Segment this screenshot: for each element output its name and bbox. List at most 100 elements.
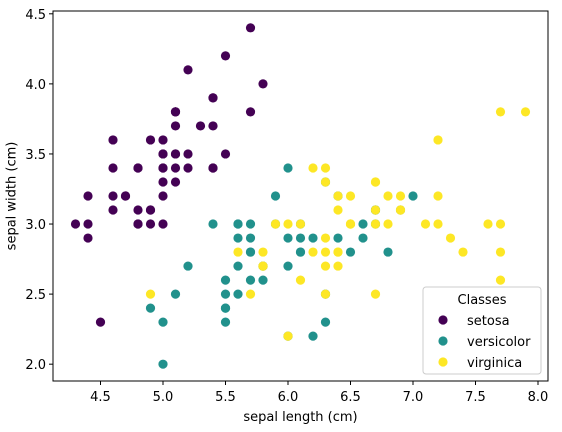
data-point-setosa (133, 205, 143, 215)
data-point-virginica (433, 135, 443, 145)
data-point-virginica (333, 247, 343, 257)
data-point-setosa (108, 163, 118, 173)
data-point-virginica (295, 275, 306, 285)
data-point-versicolor (320, 317, 331, 327)
data-point-setosa (183, 149, 193, 159)
x-tick-label: 6.5 (340, 390, 361, 405)
data-point-versicolor (245, 219, 256, 229)
data-point-virginica (495, 107, 506, 117)
data-point-virginica (308, 247, 318, 257)
data-point-setosa (95, 317, 106, 327)
data-point-virginica (433, 191, 443, 201)
data-point-setosa (208, 93, 218, 103)
data-point-setosa (108, 205, 118, 215)
data-point-virginica (445, 233, 456, 243)
data-point-setosa (158, 177, 168, 187)
data-point-versicolor (233, 289, 243, 299)
data-point-versicolor (308, 331, 318, 341)
data-point-setosa (108, 135, 118, 145)
data-point-versicolor (383, 247, 393, 257)
data-point-versicolor (245, 233, 256, 243)
x-tick-label: 5.5 (215, 390, 236, 405)
data-point-virginica (320, 233, 331, 243)
data-point-setosa (158, 135, 168, 145)
data-point-virginica (320, 247, 331, 257)
y-tick-label: 3.0 (25, 218, 46, 233)
data-point-setosa (170, 149, 181, 159)
data-point-setosa (183, 65, 193, 75)
data-point-virginica (495, 275, 506, 285)
data-point-virginica (283, 219, 293, 229)
data-point-virginica (320, 163, 331, 173)
data-point-virginica (258, 247, 268, 257)
data-point-virginica (433, 219, 443, 229)
data-point-virginica (320, 177, 331, 187)
x-axis: 4.5 5.0 5.5 6.0 6.5 7.0 7.5 8.0 (90, 381, 548, 405)
data-point-versicolor (220, 303, 231, 313)
data-point-virginica (258, 261, 268, 271)
x-tick-label: 8.0 (528, 390, 549, 405)
data-point-virginica (333, 205, 343, 215)
data-point-setosa (170, 107, 181, 117)
data-point-setosa (70, 219, 81, 229)
data-point-virginica (333, 191, 343, 201)
x-tick-label: 5.0 (153, 390, 174, 405)
legend-label-setosa: setosa (467, 314, 510, 329)
data-point-versicolor (283, 233, 293, 243)
y-axis: 2.0 2.5 3.0 3.5 4.0 4.5 (25, 8, 53, 373)
x-tick-label: 7.0 (403, 390, 424, 405)
data-point-versicolor (308, 233, 318, 243)
data-point-setosa (145, 205, 156, 215)
data-point-versicolor (245, 247, 256, 257)
y-tick-label: 3.5 (25, 148, 46, 163)
data-point-virginica (333, 261, 343, 271)
data-point-virginica (320, 261, 331, 271)
data-point-setosa (208, 163, 218, 173)
data-point-versicolor (295, 247, 306, 257)
data-point-setosa (83, 219, 93, 229)
points-layer (70, 23, 531, 369)
legend-marker-setosa (438, 315, 448, 325)
data-point-setosa (220, 149, 231, 159)
x-tick-label: 4.5 (90, 390, 111, 405)
legend-label-virginica: virginica (467, 356, 522, 371)
legend-entries: setosa versicolor virginica (438, 314, 531, 371)
data-point-versicolor (220, 275, 231, 285)
y-tick-label: 2.5 (25, 288, 46, 303)
data-point-versicolor (220, 317, 231, 327)
data-point-virginica (145, 289, 156, 299)
data-point-setosa (258, 79, 268, 89)
data-point-setosa (108, 191, 118, 201)
data-point-virginica (308, 163, 318, 173)
data-point-virginica (283, 331, 293, 341)
data-point-setosa (195, 121, 206, 131)
data-point-versicolor (208, 219, 218, 229)
data-point-versicolor (170, 289, 181, 299)
data-point-setosa (170, 163, 181, 173)
data-point-setosa (245, 23, 256, 33)
data-point-versicolor (358, 219, 368, 229)
data-point-virginica (320, 289, 331, 299)
legend-title: Classes (458, 293, 507, 308)
data-point-virginica (520, 107, 531, 117)
data-point-virginica (295, 219, 306, 229)
data-point-versicolor (358, 233, 368, 243)
legend-box (422, 286, 542, 375)
data-point-virginica (495, 247, 506, 257)
data-point-setosa (183, 163, 193, 173)
data-point-setosa (133, 163, 143, 173)
legend-marker-virginica (438, 357, 448, 367)
data-point-versicolor (408, 191, 418, 201)
data-point-virginica (245, 289, 256, 299)
data-point-virginica (483, 219, 493, 229)
data-point-virginica (395, 205, 406, 215)
data-point-virginica (233, 247, 243, 257)
data-point-virginica (420, 219, 431, 229)
data-point-virginica (370, 219, 381, 229)
data-point-virginica (383, 191, 393, 201)
data-point-virginica (458, 247, 468, 257)
data-point-virginica (395, 191, 406, 201)
x-axis-label: sepal length (cm) (243, 410, 357, 425)
data-point-versicolor (233, 219, 243, 229)
